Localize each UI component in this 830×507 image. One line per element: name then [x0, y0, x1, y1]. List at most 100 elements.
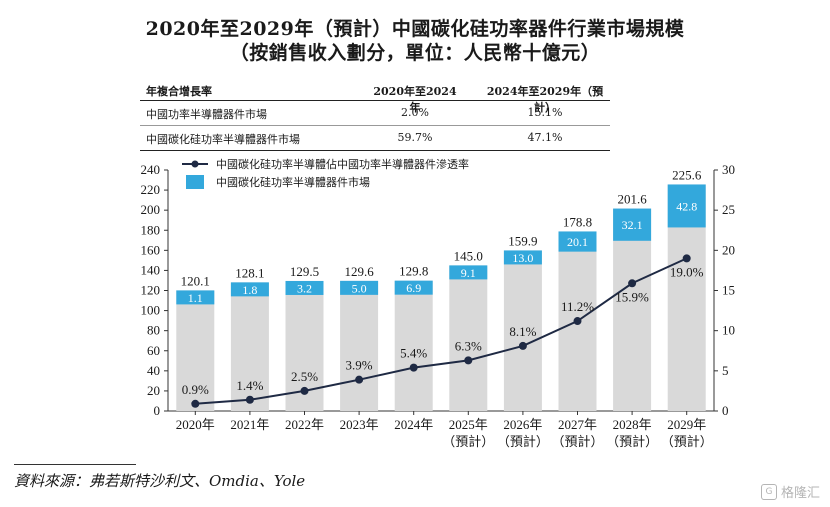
y2-tick-label: 20 — [722, 242, 735, 257]
y-tick-label: 200 — [141, 202, 161, 217]
total-bar — [394, 280, 433, 411]
total-bar-value: 178.8 — [563, 214, 592, 229]
cagr-row-label: 中國碳化硅功率半導體器件市場 — [146, 133, 300, 146]
x-tick-label: 2028年 — [613, 417, 652, 432]
x-tick-sublabel: （預計） — [442, 434, 494, 449]
y-tick-label: 240 — [141, 162, 161, 177]
x-tick-sublabel: （預計） — [606, 434, 658, 449]
cagr-header-label: 年複合增長率 — [146, 85, 212, 98]
penetration-label: 15.9% — [615, 289, 649, 304]
cagr-row-label: 中國功率半導體器件市場 — [146, 108, 267, 121]
cagr-row-value: 47.1% — [527, 131, 563, 144]
cagr-row-power-semi: 中國功率半導體器件市場 2.0% 15.1% — [140, 101, 610, 126]
sic-bar-value: 3.2 — [297, 281, 312, 295]
penetration-point — [409, 363, 418, 372]
brand-name: 格隆汇 — [780, 486, 820, 501]
cagr-row-value: 59.7% — [397, 131, 433, 144]
cagr-row-value: 15.1% — [527, 106, 563, 119]
sic-bar-value: 20.1 — [567, 235, 588, 249]
sic-bar-value: 5.0 — [352, 281, 367, 295]
source-note: 資料來源：弗若斯特沙利文、Omdia、Yole — [14, 472, 306, 490]
cagr-table-header: 年複合增長率 2020年至2024年 2024年至2029年（預計） — [140, 78, 610, 114]
cagr-table: 年複合增長率 2020年至2024年 2024年至2029年（預計） 中國功率半… — [140, 78, 610, 151]
x-tick-label: 2025年 — [449, 417, 488, 432]
sic-bar-value: 9.1 — [461, 266, 476, 280]
y-tick-label: 100 — [141, 303, 161, 318]
x-tick-label: 2026年 — [503, 417, 542, 432]
x-tick-label: 2024年 — [394, 417, 433, 432]
y-tick-label: 20 — [147, 383, 160, 398]
total-bar-value: 120.1 — [181, 273, 210, 288]
total-bar-value: 128.1 — [235, 265, 264, 280]
sic-bar-segment — [230, 282, 269, 297]
y2-tick-label: 25 — [722, 202, 735, 217]
x-tick-sublabel: （預計） — [661, 434, 713, 449]
penetration-point — [464, 356, 473, 365]
x-tick-sublabel: （預計） — [551, 434, 603, 449]
y-tick-label: 60 — [147, 343, 160, 358]
penetration-label: 2.5% — [291, 369, 318, 384]
penetration-label: 8.1% — [509, 324, 536, 339]
sic-bar-value: 13.0 — [512, 251, 533, 265]
total-bar — [503, 250, 542, 411]
total-bar-value: 129.8 — [399, 264, 428, 279]
sic-bar-value: 1.8 — [242, 283, 257, 297]
sic-bar-segment — [176, 290, 215, 305]
cagr-header-period1: 2020年至2024年 — [373, 85, 457, 114]
penetration-point — [573, 317, 582, 326]
sic-bar-segment — [558, 231, 597, 252]
penetration-point — [191, 399, 200, 408]
penetration-label: 11.2% — [561, 299, 594, 314]
sic-bar-segment — [667, 184, 706, 228]
cagr-row-sic: 中國碳化硅功率半導體器件市場 59.7% 47.1% — [140, 126, 610, 151]
total-bar-value: 225.6 — [672, 167, 702, 182]
brand-watermark: G 格隆汇 — [760, 482, 820, 501]
y-tick-label: 220 — [141, 182, 161, 197]
sic-bar-segment — [394, 280, 433, 295]
y2-tick-label: 10 — [722, 323, 735, 338]
total-bar-value: 129.6 — [344, 264, 374, 279]
penetration-label: 3.9% — [346, 358, 373, 373]
y-tick-label: 0 — [154, 403, 161, 418]
total-bar-value: 145.0 — [454, 248, 483, 263]
penetration-label: 6.3% — [455, 338, 482, 353]
sic-bar-segment — [503, 250, 542, 265]
y2-tick-label: 0 — [722, 403, 729, 418]
y2-tick-label: 5 — [722, 363, 729, 378]
sic-bar-segment — [613, 208, 652, 241]
penetration-label: 0.9% — [182, 382, 209, 397]
total-bar — [613, 208, 652, 411]
legend-bar-swatch — [186, 175, 204, 189]
sic-bar-value: 42.8 — [676, 199, 697, 213]
sic-bar-segment — [449, 265, 488, 280]
x-tick-label: 2029年 — [667, 417, 706, 432]
sic-bar-segment — [285, 280, 324, 295]
y2-tick-label: 15 — [722, 283, 735, 298]
total-bar — [176, 290, 215, 411]
y-tick-label: 160 — [141, 242, 161, 257]
source-divider — [14, 464, 136, 465]
penetration-point — [518, 341, 527, 350]
sic-bar-value: 32.1 — [622, 218, 643, 232]
legend-line-label: 中國碳化硅功率半導體佔中國功率半導體器件滲透率 — [216, 157, 469, 171]
cagr-header-period2: 2024年至2029年（預計） — [486, 85, 604, 114]
legend-bar-label: 中國碳化硅功率半導體器件市場 — [216, 175, 370, 189]
y-tick-label: 80 — [147, 323, 160, 338]
y-tick-label: 140 — [141, 262, 161, 277]
x-tick-label: 2021年 — [230, 417, 269, 432]
x-tick-label: 2027年 — [558, 417, 597, 432]
y2-tick-label: 30 — [722, 162, 735, 177]
penetration-point — [628, 279, 637, 288]
market-size-chart: 0 20 40 60 80 100 120 140 160 180 200 220 240 0 5 10 15 2… — [141, 157, 736, 449]
penetration-point — [245, 395, 254, 404]
x-tick-label: 2023年 — [340, 417, 379, 432]
total-bar — [340, 280, 379, 411]
legend-line-marker — [191, 160, 199, 168]
x-tick-label: 2022年 — [285, 417, 324, 432]
y-tick-label: 180 — [141, 222, 161, 237]
brand-logo-icon: G — [760, 483, 777, 500]
penetration-point — [682, 254, 691, 263]
cagr-row-value: 2.0% — [401, 106, 429, 119]
y-tick-label: 120 — [141, 283, 161, 298]
sic-bar-value: 1.1 — [188, 291, 203, 305]
